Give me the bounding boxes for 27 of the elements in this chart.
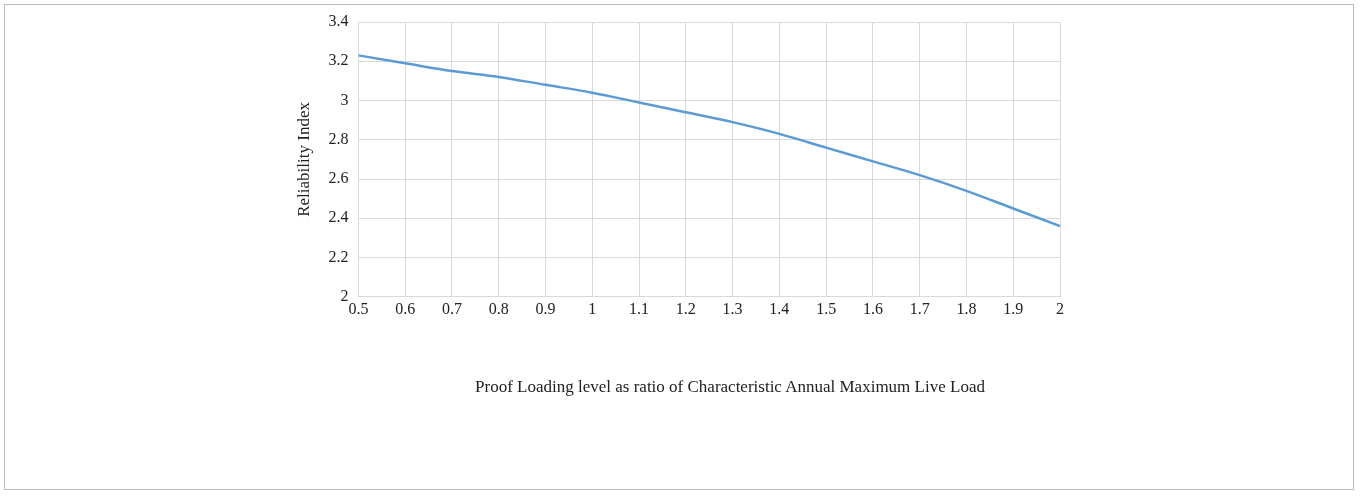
x-axis-title: Proof Loading level as ratio of Characteristic Annual Maximum Live Load (475, 376, 985, 398)
x-tick-label: 1.4 (769, 299, 790, 317)
x-tick-label: 1.6 (862, 299, 883, 317)
x-tick-label: 0.9 (535, 299, 556, 317)
y-tick-label: 3.4 (328, 12, 349, 30)
x-tick-label: 2 (1056, 299, 1064, 317)
x-tick-label: 1.8 (956, 299, 977, 317)
y-tick-label: 2.4 (328, 208, 349, 226)
y-tick-label: 3.2 (328, 51, 349, 69)
y-tick-label: 2.8 (328, 129, 349, 147)
x-tick-label: 1.9 (1003, 299, 1024, 317)
line-series (358, 54, 1060, 228)
x-tick-label: 0.7 (441, 299, 462, 317)
y-tick-label: 3 (340, 90, 349, 108)
x-tick-label: 0.5 (348, 299, 369, 317)
x-tick-label: 1 (588, 299, 597, 317)
x-tick-label: 0.8 (488, 299, 509, 317)
x-tick-label: 0.6 (395, 299, 416, 317)
x-tick-label: 1.2 (675, 299, 696, 317)
y-tick-label: 2.6 (328, 169, 349, 187)
x-tick-label: 1.3 (722, 299, 743, 317)
x-tick-label: 1.7 (909, 299, 930, 317)
x-tick-label: 1.5 (816, 299, 837, 317)
y-tick-label: 2.2 (328, 247, 349, 265)
y-tick-label: 2 (340, 287, 349, 304)
x-tick-label: 1.1 (629, 299, 650, 317)
y-axis-title: Reliability Index (293, 101, 313, 217)
